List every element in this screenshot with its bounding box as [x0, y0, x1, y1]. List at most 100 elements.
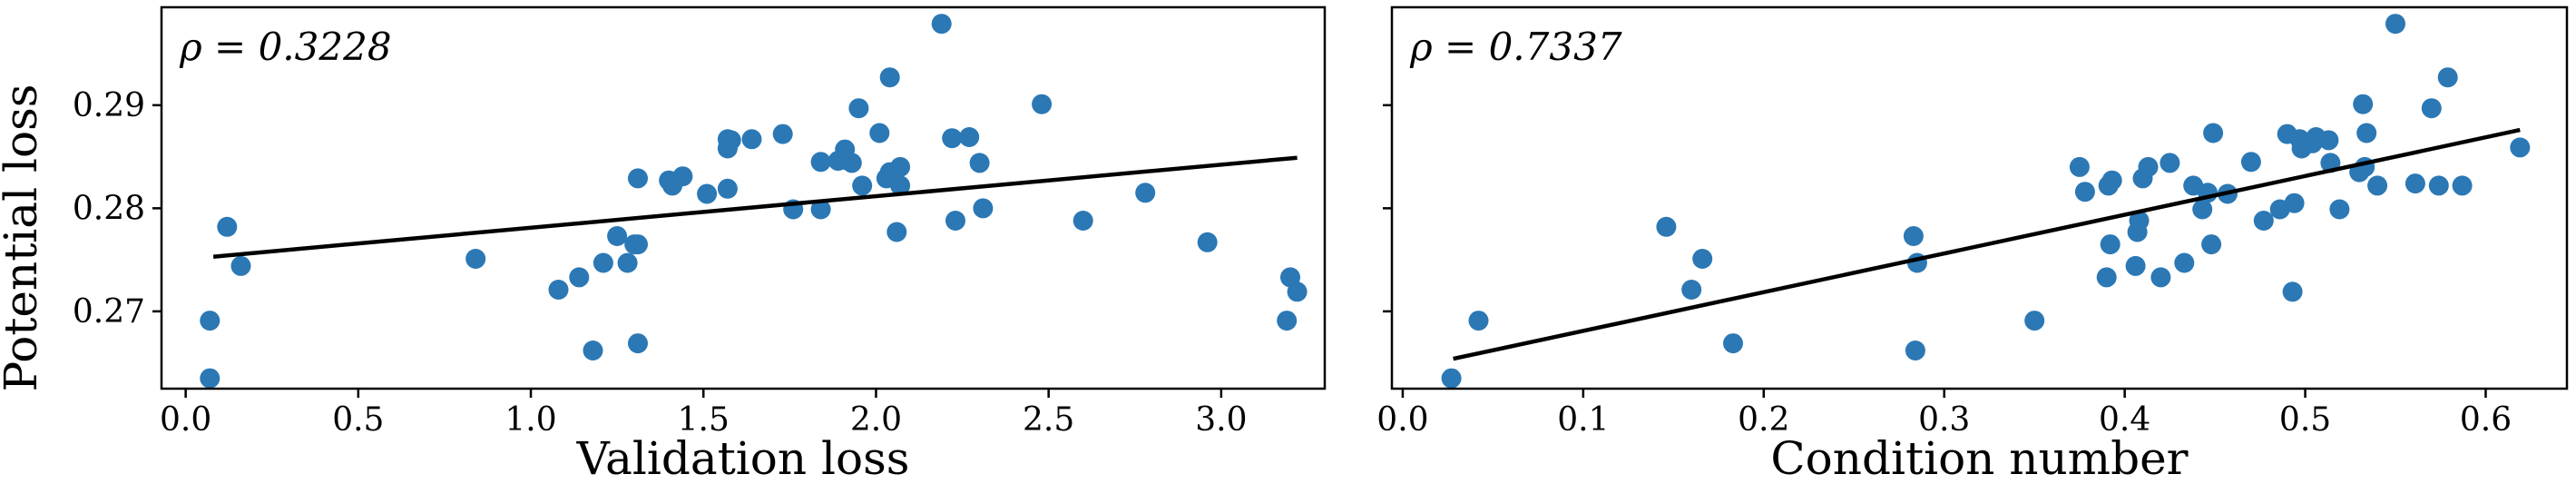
right-data-point	[2024, 311, 2045, 331]
right-data-point	[2096, 267, 2117, 288]
left-data-point	[569, 267, 590, 288]
right-x-tick-label: 0.6	[2460, 401, 2512, 439]
right-data-point	[1903, 226, 1924, 246]
left-y-ticks: 0.27 0.28 0.29	[73, 87, 162, 331]
left-data-point	[628, 168, 648, 189]
right-data-point	[2421, 98, 2442, 119]
right-x-tick-label: 0.3	[1918, 401, 1970, 439]
left-data-point	[959, 127, 980, 147]
left-data-point	[230, 255, 251, 276]
left-data-point	[886, 222, 907, 242]
left-data-point	[841, 153, 862, 173]
y-axis-label: Potential loss	[0, 84, 47, 392]
right-data-point	[2318, 130, 2339, 151]
right-data-point	[2385, 14, 2405, 35]
left-data-point	[945, 211, 965, 231]
right-fit-line	[1453, 127, 2521, 361]
left-data-point	[200, 311, 220, 331]
right-data-point	[2203, 123, 2224, 143]
left-x-tick-label: 3.0	[1195, 401, 1247, 439]
left-x-tick-label: 1.5	[678, 401, 730, 439]
left-x-tick-label: 0.0	[160, 401, 211, 439]
right-x-ticks: 0.0 0.1 0.2 0.3 0.4 0.5 0.6	[1376, 389, 2512, 439]
left-data-point	[1287, 282, 1308, 302]
right-x-tick-label: 0.2	[1738, 401, 1789, 439]
left-data-point	[628, 333, 648, 354]
right-data-point	[2282, 282, 2303, 302]
left-data-point	[617, 252, 638, 273]
right-x-tick-label: 0.4	[2099, 401, 2150, 439]
left-data-point	[969, 153, 990, 173]
left-data-point	[890, 175, 911, 196]
left-data-point	[1073, 211, 1093, 231]
left-data-point	[1197, 232, 1218, 252]
left-data-point	[931, 14, 952, 35]
right-data-point	[2129, 211, 2150, 231]
right-data-point	[2253, 211, 2274, 231]
left-data-point	[772, 123, 793, 144]
right-data-point	[2240, 152, 2261, 173]
left-data-point	[973, 198, 994, 219]
right-data-point	[2201, 234, 2222, 255]
left-y-tick-label: 0.29	[73, 87, 145, 124]
right-data-point	[1441, 368, 1462, 389]
right-data-point	[2405, 173, 2425, 194]
left-x-tick-label: 2.5	[1023, 401, 1074, 439]
right-points	[1441, 14, 2531, 389]
left-x-tick-label: 2.0	[850, 401, 902, 439]
left-correlation-label: ρ = 0.3228	[179, 25, 392, 69]
left-data-point	[810, 199, 831, 220]
right-data-point	[2353, 94, 2374, 114]
right-data-point	[1692, 249, 1713, 269]
left-data-point	[890, 156, 911, 177]
right-data-point	[2452, 175, 2473, 196]
right-data-point	[2356, 123, 2377, 143]
left-data-point	[810, 152, 831, 173]
right-plot-frame	[1390, 5, 2569, 390]
right-data-point	[1681, 280, 1702, 300]
left-plot-frame	[160, 5, 1327, 390]
right-data-point	[2437, 67, 2458, 88]
right-data-point	[1656, 216, 1677, 237]
left-data-point	[1032, 94, 1053, 114]
right-x-tick-label: 0.0	[1376, 401, 1428, 439]
left-data-point	[672, 166, 693, 187]
right-data-point	[2069, 156, 2090, 177]
right-data-point	[2150, 267, 2171, 288]
right-data-point	[2101, 170, 2122, 191]
left-data-point	[852, 175, 873, 196]
left-data-point	[720, 130, 741, 151]
right-data-point	[2428, 175, 2449, 196]
right-data-point	[2174, 252, 2195, 273]
left-x-ticks: 0.0 0.5 1.0 1.5 2.0 2.5 3.0	[160, 389, 1248, 439]
left-data-point	[869, 123, 890, 143]
left-data-point	[717, 178, 738, 199]
left-data-point	[1135, 183, 1156, 203]
right-data-point	[2074, 182, 2095, 202]
left-data-point	[200, 368, 220, 389]
left-data-point	[741, 129, 762, 150]
left-x-tick-label: 0.5	[332, 401, 384, 439]
left-y-tick-label: 0.28	[73, 190, 145, 227]
right-y-ticks	[1383, 104, 1392, 313]
left-data-point	[217, 216, 238, 237]
left-data-point	[697, 183, 718, 204]
right-x-axis-label: Condition number	[1770, 432, 2188, 484]
right-x-tick-label: 0.5	[2279, 401, 2331, 439]
right-correlation-label: ρ = 0.7337	[1409, 25, 1622, 69]
left-data-point	[593, 252, 613, 273]
left-y-tick-label: 0.27	[73, 293, 145, 331]
right-x-tick-label: 0.1	[1557, 401, 1609, 439]
left-data-point	[465, 249, 486, 269]
right-data-point	[2284, 193, 2305, 213]
left-data-point	[1277, 311, 1298, 331]
left-points	[200, 14, 1308, 389]
right-data-point	[2510, 137, 2531, 158]
left-x-axis-label: Validation loss	[576, 432, 910, 484]
right-scatter-panel: 0.0 0.1 0.2 0.3 0.4 0.5 0.6 ρ = 0.7337 Conditi…	[1376, 5, 2569, 484]
left-data-point	[548, 280, 569, 300]
left-x-tick-label: 1.0	[504, 401, 556, 439]
left-data-point	[607, 226, 628, 246]
right-data-point	[2329, 199, 2350, 220]
